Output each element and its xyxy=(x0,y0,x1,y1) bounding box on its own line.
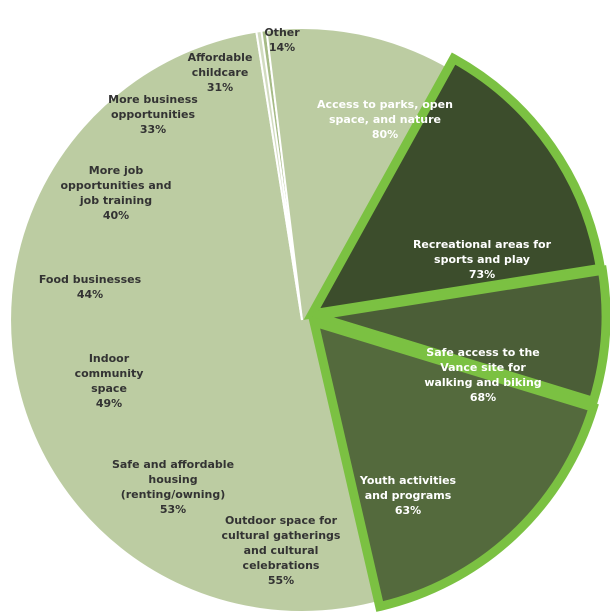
slice-label: More business opportunities 33% xyxy=(108,93,198,136)
slice-label: More job opportunities and job training 40% xyxy=(61,164,172,222)
slice-label: Safe and affordable housing (renting/ownin… xyxy=(112,458,234,516)
slice-label: Outdoor space for cultural gatherings and … xyxy=(222,514,341,587)
pie-slice xyxy=(255,29,303,321)
slice-label: Safe access to the Vance site for walking … xyxy=(424,346,541,404)
slice-label: Recreational areas for sports and play 73% xyxy=(413,238,552,281)
pie-slice xyxy=(312,265,610,407)
slice-label: Indoor community space 49% xyxy=(75,352,144,410)
slice-label: Food businesses 44% xyxy=(39,273,142,301)
slice-label: Youth activities and programs 63% xyxy=(359,474,457,517)
slice-label: Other 14% xyxy=(264,26,300,54)
pie-slice xyxy=(307,315,599,612)
slice-label: Affordable childcare 31% xyxy=(188,51,253,94)
slice-label: Access to parks, open space, and nature 80… xyxy=(317,98,453,141)
pie-slice xyxy=(303,52,606,320)
